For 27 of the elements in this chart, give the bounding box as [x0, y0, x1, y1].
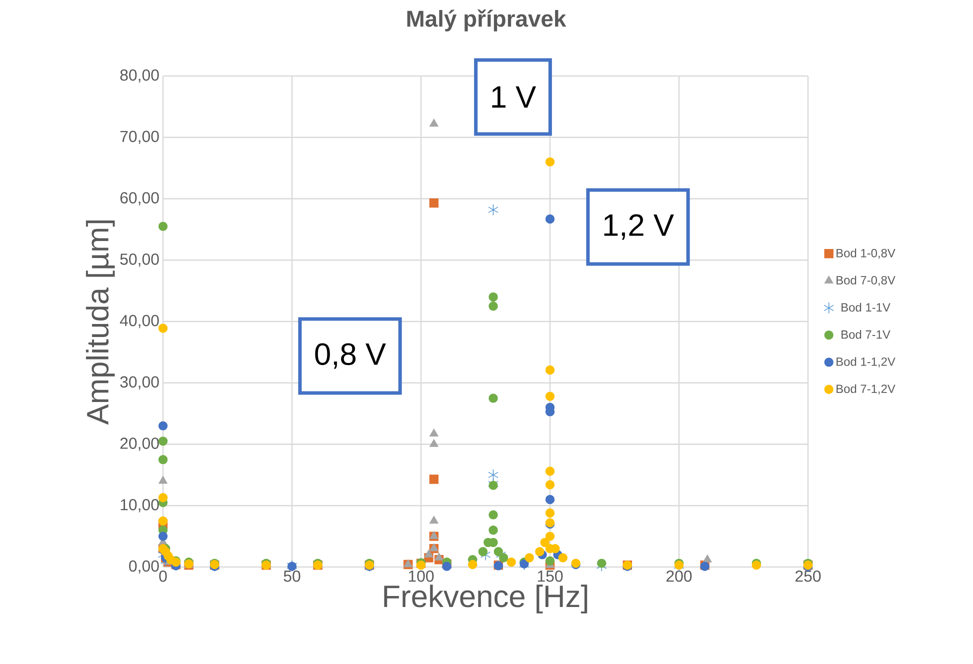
annotation: 0,8 V — [315, 343, 386, 369]
chart-title: Malý přípravek — [407, 10, 566, 32]
legend-label: Bod 1-1V — [842, 302, 890, 312]
legend-label: Bod 7-0,8V — [836, 276, 896, 286]
x-tick-label: 0 — [159, 570, 167, 582]
x-tick-label: 150 — [538, 570, 563, 582]
x-tick-label: 200 — [666, 570, 692, 582]
x-tick-label: 50 — [284, 570, 300, 582]
y-tick-label: 60,00 — [120, 192, 159, 206]
y-tick-label: 20,00 — [120, 438, 159, 451]
legend-label: Bod 1-1,2V — [836, 357, 896, 368]
y-tick-label: 0,00 — [129, 560, 159, 574]
y-tick-label: 30,00 — [120, 376, 159, 390]
legend-label: Bod 7-1V — [842, 330, 890, 339]
x-tick-label: 250 — [796, 570, 821, 582]
y-axis-title: Amplituda [µm] — [86, 220, 115, 425]
y-tick-label: 10,00 — [120, 499, 159, 512]
legend-label: Bod 7-1,2V — [836, 384, 896, 394]
legend-label: Bod 1-0,8V — [836, 248, 896, 259]
y-tick-label: 70,00 — [120, 130, 159, 144]
y-tick-label: 80,00 — [120, 69, 159, 83]
x-axis-title: Frekvence [Hz] — [384, 584, 588, 614]
y-tick-label: 40,00 — [120, 314, 159, 328]
annotation: 1 V — [492, 86, 536, 108]
y-tick-label: 50,00 — [120, 254, 159, 267]
x-tick-label: 100 — [408, 570, 434, 582]
annotation: 1,2 V — [604, 214, 674, 240]
